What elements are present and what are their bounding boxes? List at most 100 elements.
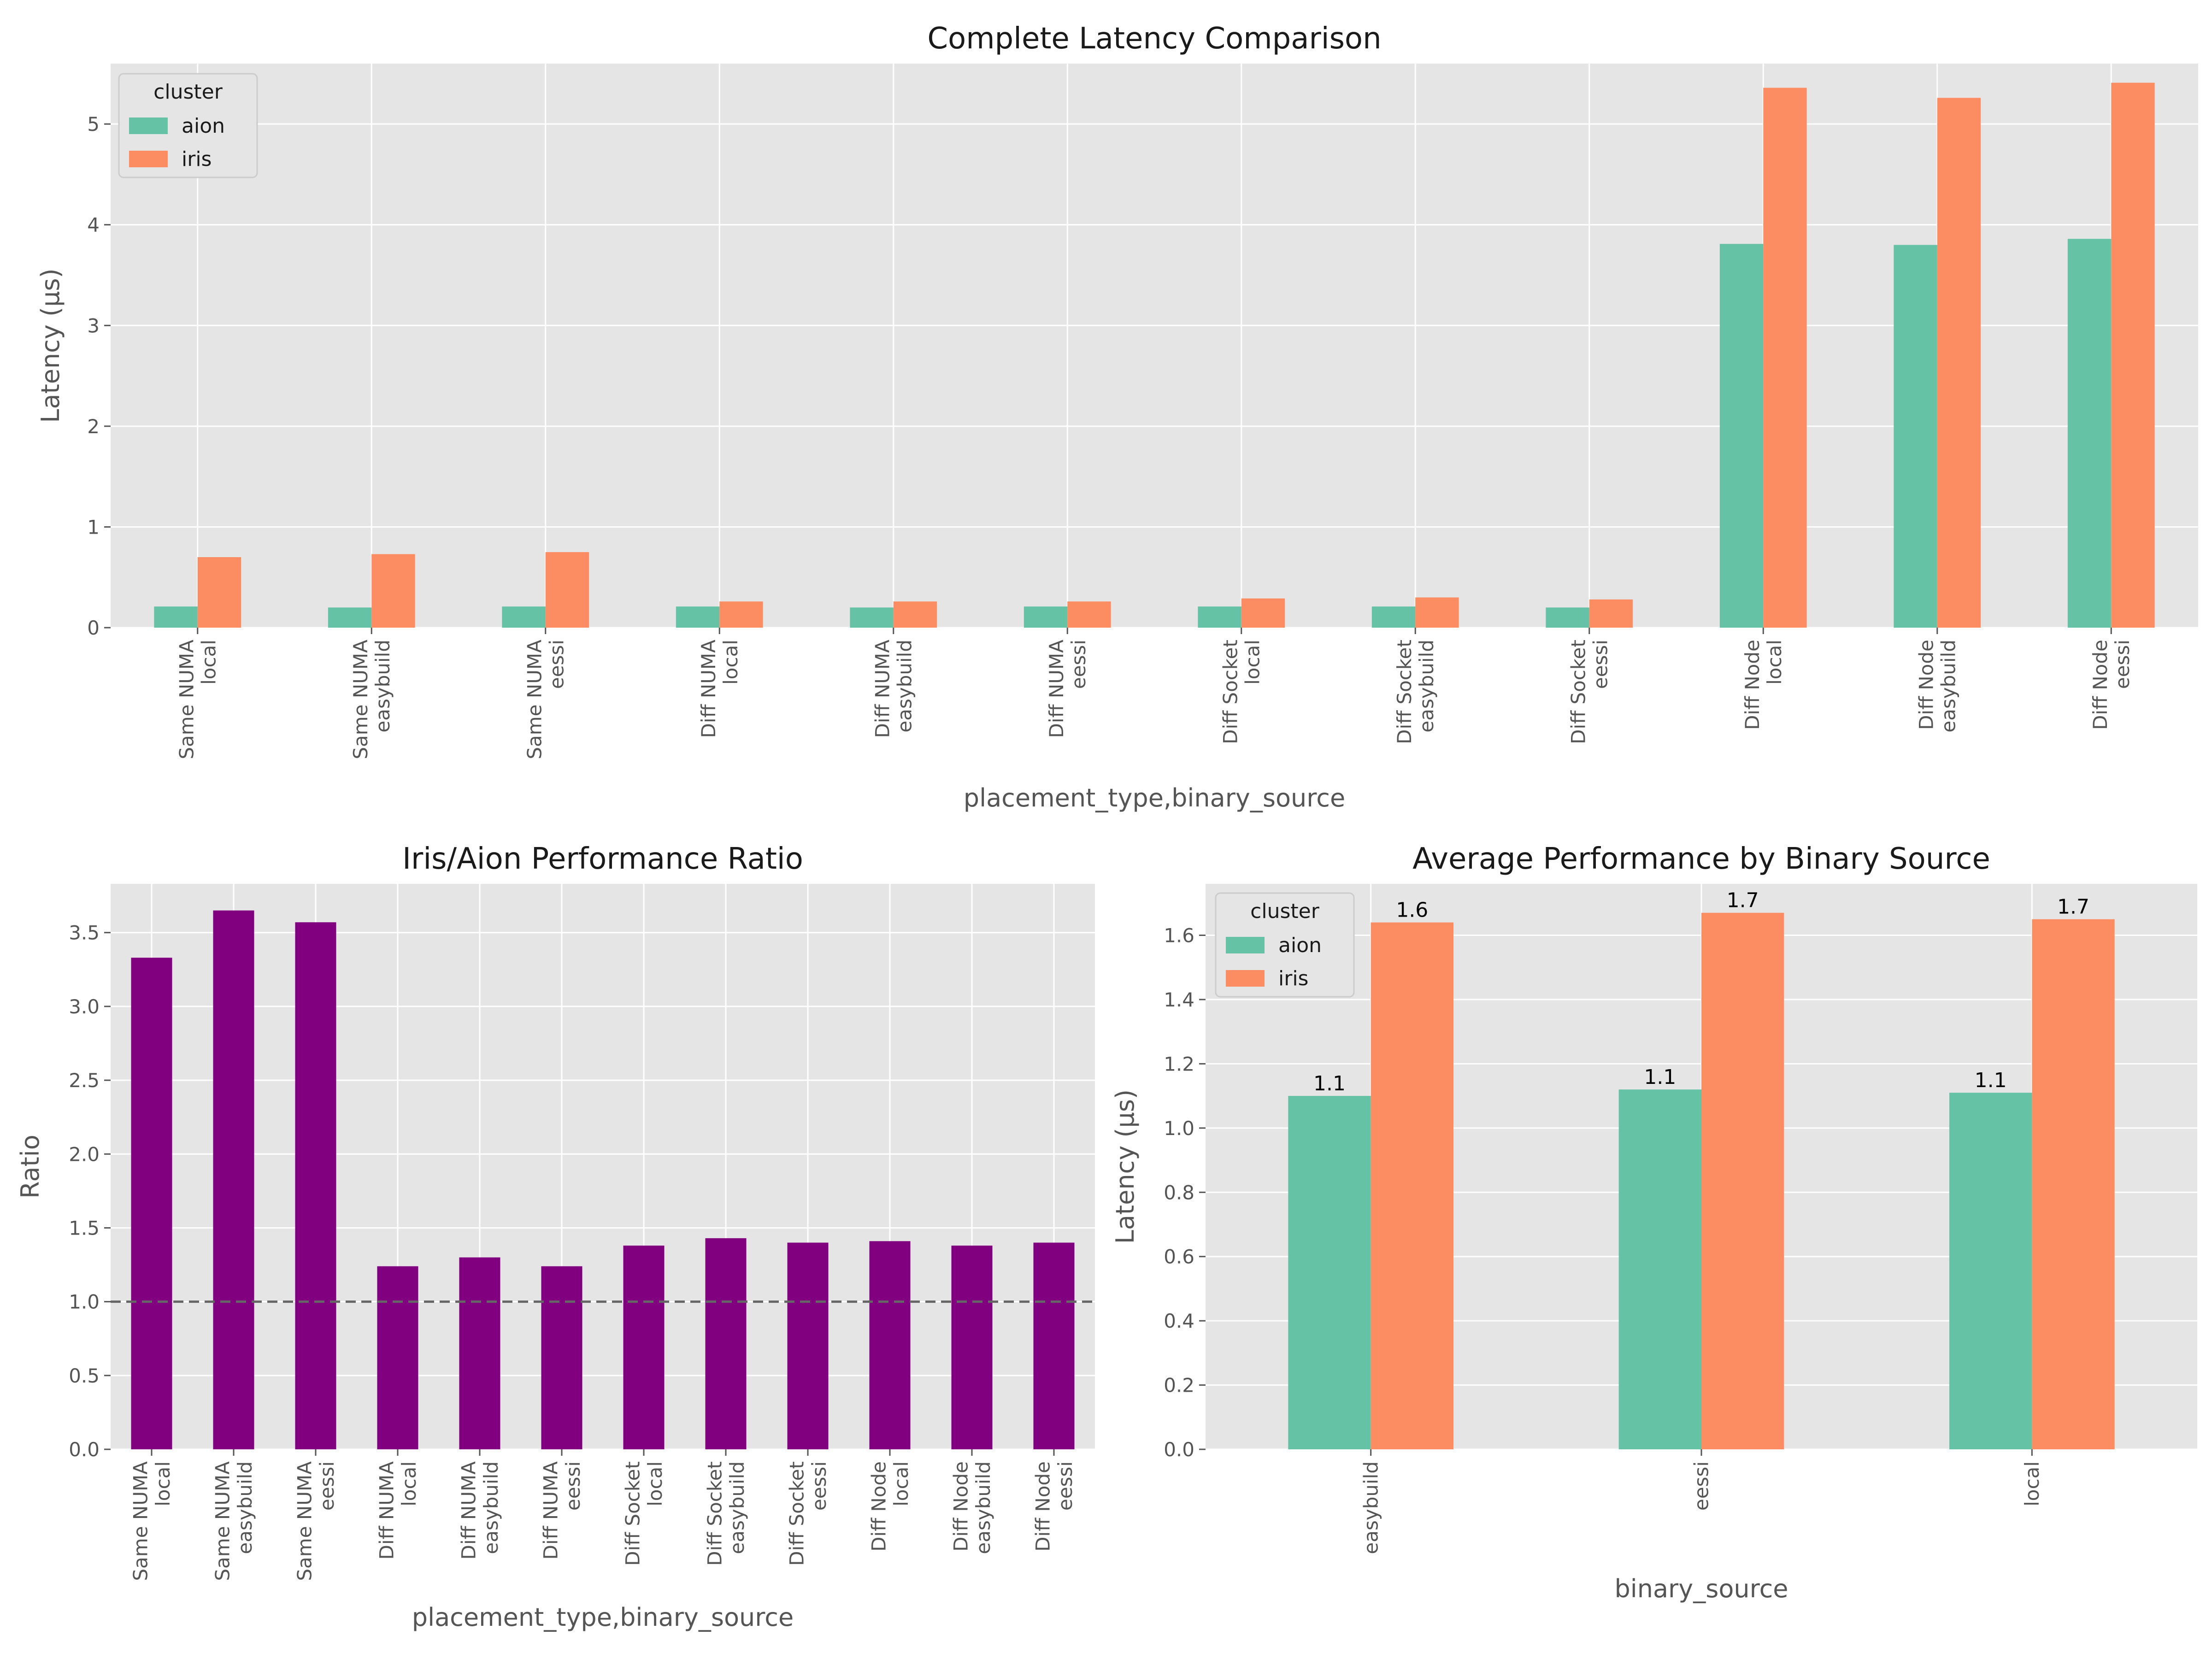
y-tick-label: 3.5 [69,922,100,944]
y-tick-label: 1.6 [1164,924,1194,947]
bar-aion-0 [154,606,198,628]
x-tick-label-line: eessi [2111,640,2134,689]
x-tick-label-line: local [644,1461,666,1506]
x-tick-label: Diff Node easybuild [950,1461,994,1554]
x-tick-label: Same NUMA eessi [294,1461,338,1581]
data-label: 1.1 [1975,1069,2007,1092]
x-tick-label-line: local [719,640,742,685]
data-label: 1.1 [1644,1065,1676,1089]
x-tick-label-line: local [1763,640,1786,685]
x-tick-label: Same NUMA eessi [523,640,568,759]
bar-aion-5 [1024,606,1068,628]
y-axis-label: Latency (μs) [1111,1089,1140,1244]
x-tick-label-line: Diff Node [950,1461,972,1552]
x-tick-label-line: local [1241,640,1264,685]
x-axis-label: placement_type,binary_source [964,783,1345,812]
bar-5 [541,1266,582,1449]
bar-aion-10 [1894,245,1937,628]
legend-title: cluster [1250,900,1320,923]
x-tick-label-line: eessi [1690,1461,1713,1511]
bar-iris-10 [1937,98,1981,628]
bar-aion-4 [850,607,894,628]
data-label: 1.7 [1727,889,1759,912]
legend: cluster aion iris [118,73,258,178]
bar-aion-7 [1371,606,1416,628]
x-tick-label-line: Diff NUMA [458,1461,480,1560]
x-tick-label: Diff Socket local [1219,640,1264,744]
x-tick-label-line: eessi [1067,640,1090,689]
x-tick-label-line: Same NUMA [523,640,546,759]
bar-aion-0 [1288,1096,1371,1449]
chart-average-performance: 1.1 1.1 1.1 1.6 1.7 1.7 0.0 0.2 0.4 0.6 0.8 1.0 1.2 1… [1111,842,2197,1603]
x-tick-label: Same NUMA local [129,1461,174,1581]
bar-9 [869,1241,911,1449]
x-tick-label-line: local [2021,1461,2043,1506]
legend-title: cluster [153,80,223,104]
x-tick-label-line: Diff NUMA [376,1461,398,1560]
bar-10 [951,1245,993,1449]
x-tick-label: Diff Socket eessi [786,1461,830,1566]
bar-iris-7 [1415,597,1459,628]
x-tick-label: Same NUMA local [175,640,220,759]
x-tick-label-line: Same NUMA [175,640,198,759]
x-tick-label: Diff Socket easybuild [1393,640,1438,744]
x-tick-label-line: Diff Socket [622,1461,644,1566]
bar-aion-2 [502,606,546,628]
x-tick-label-line: Same NUMA [349,640,372,759]
x-tick-label-line: easybuild [1359,1461,1382,1554]
y-tick-label: 2 [87,415,100,438]
legend-label-iris: iris [182,147,212,171]
bar-aion-1 [328,607,372,628]
x-tick-label-line: Diff Socket [1219,640,1241,744]
x-tick-label-line: local [152,1461,174,1506]
y-tick-label: 1.0 [1164,1117,1194,1140]
y-axis-label: Latency (μs) [36,268,65,423]
bar-1 [213,910,254,1449]
y-tick-label: 0.6 [1164,1246,1194,1268]
x-tick-label-line: easybuild [972,1461,994,1554]
bar-aion-8 [1546,607,1589,628]
bar-iris-11 [2111,82,2155,628]
x-tick-label-line: easybuild [726,1461,748,1554]
legend-swatch-aion [129,118,168,134]
bar-iris-0 [1371,922,1453,1449]
bar-0 [131,958,172,1449]
x-tick-label: Diff Node local [868,1461,912,1552]
x-tick-label: Diff Socket easybuild [704,1461,748,1566]
x-tick-label-line: eessi [1589,640,1612,689]
x-tick-label-line: Diff Node [2089,640,2112,730]
x-tick-label: Diff Node easybuild [1915,640,1959,733]
y-tick-label: 4 [87,214,100,236]
x-tick-label: Diff Socket eessi [1567,640,1612,744]
bar-8 [787,1242,829,1449]
x-tick-label-line: Diff Node [1915,640,1937,730]
x-tick-label: easybuild [1359,1461,1382,1554]
x-axis-label: binary_source [1614,1574,1788,1603]
x-tick-label-line: easybuild [894,640,916,733]
x-tick-label-line: easybuild [1937,640,1960,733]
x-tick-label-line: Same NUMA [129,1461,152,1581]
bar-iris-0 [197,557,241,628]
y-tick-label: 2.0 [69,1143,100,1165]
bar-aion-6 [1198,606,1241,628]
legend-label-aion: aion [182,114,225,138]
x-tick-label-line: Diff Socket [786,1461,808,1566]
bar-aion-1 [1618,1089,1701,1449]
y-tick-label: 0.8 [1164,1181,1194,1204]
x-tick-label-line: Diff NUMA [1045,640,1068,738]
x-tick-label-line: local [890,1461,912,1506]
bar-iris-3 [719,601,763,628]
y-tick-label: 5 [87,113,100,135]
bar-iris-8 [1589,599,1633,628]
y-tick-label: 0.4 [1164,1310,1194,1332]
plot-area [111,884,1095,1449]
x-tick-label-line: eessi [316,1461,338,1511]
bar-aion-2 [1949,1093,2032,1449]
x-tick-label: Diff NUMA local [376,1461,420,1560]
x-tick-label-line: Diff Node [868,1461,890,1552]
x-tick-label-line: eessi [808,1461,830,1511]
chart-title: Average Performance by Binary Source [1412,842,1990,876]
